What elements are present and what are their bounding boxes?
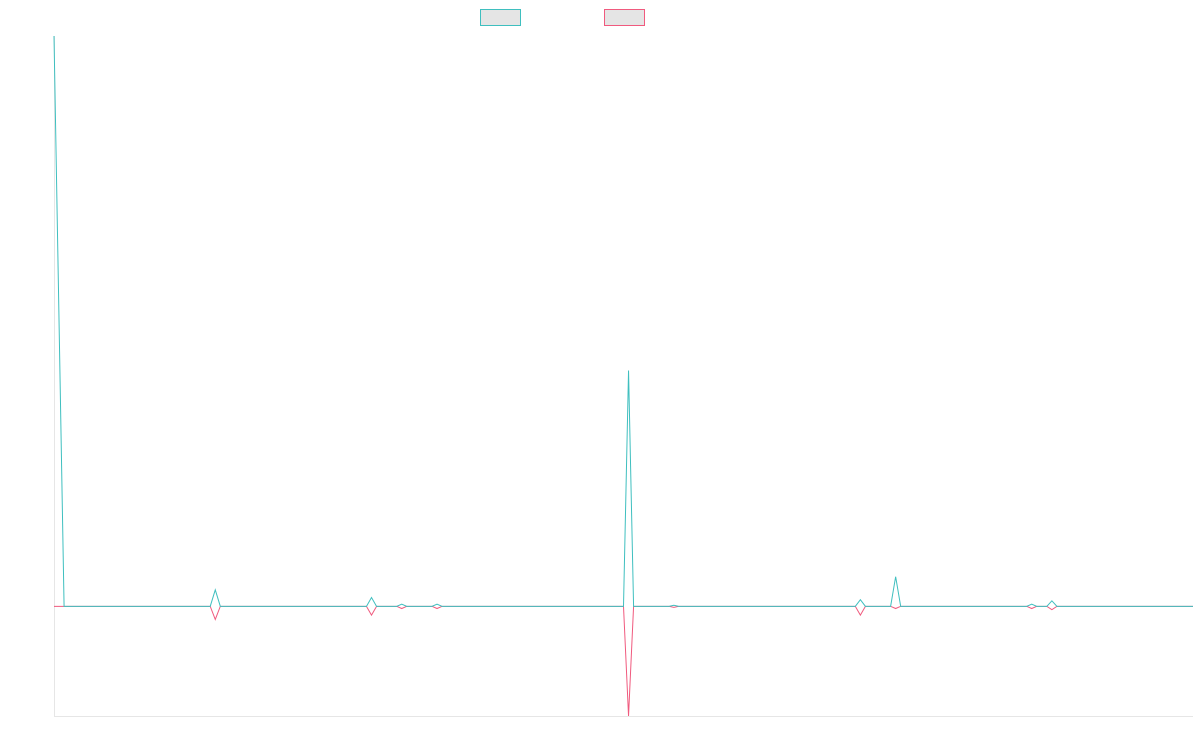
series-group: [53, 35, 1193, 717]
legend-swatch-series-2[interactable]: [604, 9, 645, 26]
series-line-1[interactable]: [53, 35, 1193, 607]
legend-swatch-series-1[interactable]: [480, 9, 521, 26]
legend: [480, 9, 645, 26]
series-line-2[interactable]: [54, 605, 1193, 717]
axes: [54, 36, 1193, 717]
